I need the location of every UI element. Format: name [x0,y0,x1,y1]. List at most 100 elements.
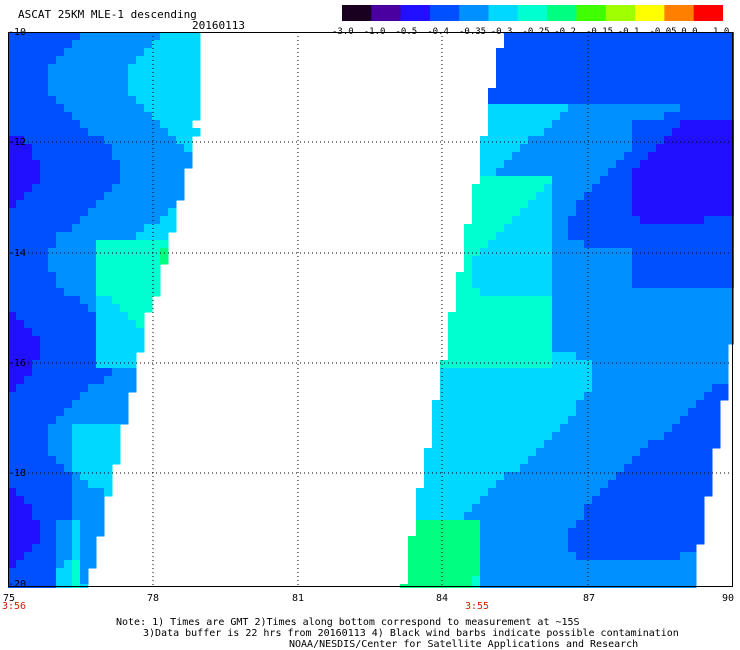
swath-cell [640,248,649,257]
swath-cell [144,152,153,161]
swath-cell [608,272,617,281]
swath-cell [704,192,713,201]
swath-cell [592,328,601,337]
swath-cell [656,136,665,145]
swath-cell [688,448,697,457]
swath-cell [720,248,729,257]
swath-cell [608,352,617,361]
swath-cell [624,376,633,385]
swath-cell [712,192,721,201]
swath-cell [464,368,473,377]
swath-cell [128,232,137,241]
swath-cell [520,408,529,417]
swath-cell [608,32,617,41]
swath-cell [608,48,617,57]
swath-cell [96,248,105,257]
swath-cell [568,280,577,289]
swath-cell [472,288,481,297]
swath-cell [576,336,585,345]
swath-cell [568,168,577,177]
swath-cell [40,344,49,353]
swath-cell [16,144,25,153]
swath-cell [672,96,681,105]
swath-cell [568,496,577,505]
swath-cell [712,432,721,441]
swath-cell [96,272,105,281]
swath-cell [592,320,601,329]
swath-cell [480,280,489,289]
swath-cell [592,208,601,217]
swath-cell [104,424,113,433]
swath-cell [152,224,161,233]
swath-cell [648,248,657,257]
swath-cell [152,280,161,289]
swath-cell [504,328,513,337]
swath-cell [672,240,681,249]
swath-cell [640,520,649,529]
swath-cell [40,112,49,121]
swath-cell [632,144,641,153]
swath-cell [632,56,641,65]
swath-cell [48,200,57,209]
swath-cell [488,176,497,185]
swath-cell [440,368,449,377]
swath-cell [704,344,713,353]
swath-cell [168,144,177,153]
swath-cell [464,304,473,313]
swath-cell [120,160,129,169]
swath-cell [704,184,713,193]
swath-cell [600,304,609,313]
swath-cell [624,312,633,321]
swath-cell [64,216,73,225]
swath-cell [664,176,673,185]
swath-cell [624,328,633,337]
swath-cell [608,424,617,433]
swath-cell [600,312,609,321]
swath-cell [544,232,553,241]
swath-cell [80,552,89,561]
swath-cell [24,576,33,585]
swath-cell [96,328,105,337]
swath-cell [152,120,161,129]
swath-cell [696,296,705,305]
swath-cell [464,560,473,569]
swath-cell [104,344,113,353]
swath-cell [80,360,89,369]
swath-cell [656,192,665,201]
swath-cell [672,112,681,121]
swath-cell [608,264,617,273]
swath-cell [128,112,137,121]
swath-cell [624,544,633,553]
swath-cell [504,232,513,241]
swath-cell [648,272,657,281]
swath-cell [24,544,33,553]
swath-cell [528,480,537,489]
swath-cell [160,56,169,65]
swath-cell [448,384,457,393]
swath-cell [720,256,729,265]
swath-cell [40,576,49,585]
swath-cell [640,448,649,457]
swath-cell [648,336,657,345]
swath-cell [88,392,97,401]
swath-cell [688,160,697,169]
swath-cell [648,200,657,209]
swath-cell [480,552,489,561]
swath-cell [712,96,721,105]
swath-cell [552,72,561,81]
swath-cell [600,416,609,425]
swath-cell [592,64,601,73]
swath-cell [184,88,193,97]
swath-cell [544,240,553,249]
swath-cell [688,384,697,393]
swath-cell [112,384,121,393]
swath-cell [616,184,625,193]
swath-cell [24,96,33,105]
swath-cell [56,40,65,49]
swath-cell [136,64,145,73]
swath-cell [96,184,105,193]
swath-cell [544,464,553,473]
swath-cell [680,376,689,385]
swath-cell [16,312,25,321]
swath-cell [552,144,561,153]
